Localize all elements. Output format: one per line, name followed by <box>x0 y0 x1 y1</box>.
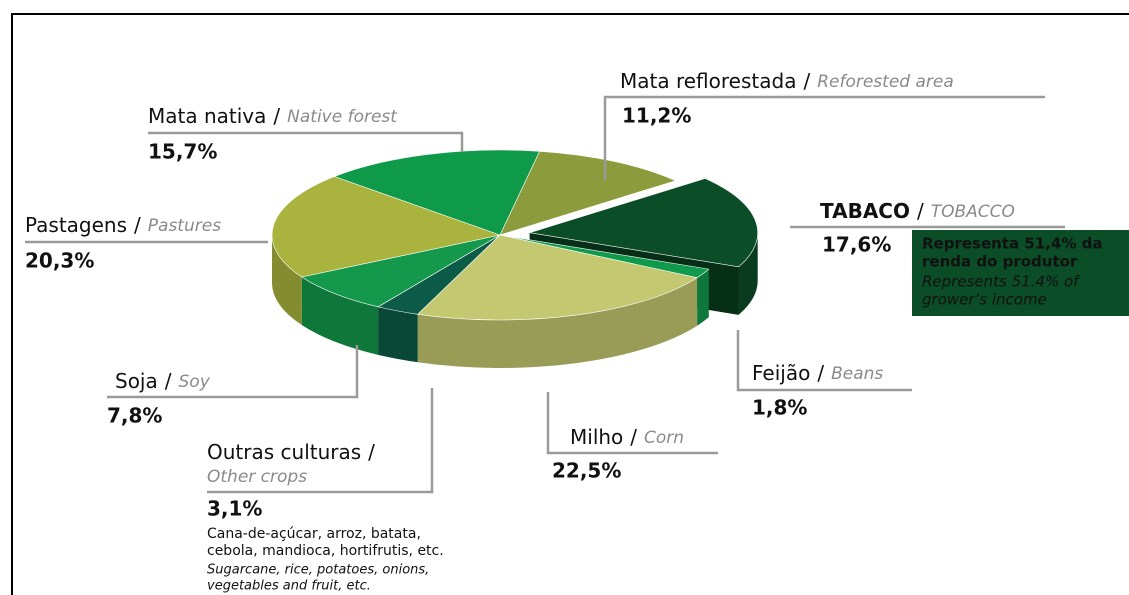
category-translation: Reforested area <box>817 72 954 92</box>
leader-line <box>603 95 1045 180</box>
category-translation: Corn <box>644 428 684 448</box>
category-label: Outras culturas / Other crops <box>207 440 375 488</box>
slice <box>499 150 677 236</box>
value-label: 20,3% <box>25 249 94 273</box>
leader-line <box>148 131 464 152</box>
slice-side <box>697 269 709 326</box>
other-crops-note-en: vegetables and fruit, etc. <box>207 579 371 594</box>
slice-side <box>738 232 758 315</box>
category-name: Mata nativa <box>148 104 266 128</box>
value-label: 22,5% <box>552 459 621 483</box>
separator: / <box>368 440 375 464</box>
category-label: Feijão / Beans <box>752 361 883 385</box>
category-name: Soja <box>115 369 158 393</box>
category-label: TABACO / TOBACCO <box>820 199 1015 223</box>
category-name: Milho <box>570 425 623 449</box>
category-translation: Pastures <box>148 216 221 236</box>
separator: / <box>817 361 824 385</box>
tobacco-note-en: grower’s income <box>922 291 1047 309</box>
separator: / <box>630 425 637 449</box>
category-name: TABACO <box>820 199 910 223</box>
category-label: Pastagens / Pastures <box>25 213 221 237</box>
category-label: Mata nativa / Native forest <box>148 104 398 128</box>
labels: Mata reflorestada / Reforested area 11,2% TA… <box>25 69 1129 594</box>
slice <box>333 149 541 236</box>
leader-line <box>107 345 359 399</box>
slice <box>529 178 759 268</box>
category-name: Feijão <box>752 361 810 385</box>
separator: / <box>165 369 172 393</box>
value-label: 15,7% <box>148 140 217 164</box>
category-label: Mata reflorestada / Reforested area <box>620 69 954 93</box>
leader-line <box>546 392 718 455</box>
category-name: Outras culturas <box>207 440 361 464</box>
category-translation: Beans <box>831 364 883 384</box>
category-name: Mata reflorestada <box>620 69 796 93</box>
value-label: 1,8% <box>752 396 807 420</box>
slice-side <box>378 306 418 363</box>
slice-side <box>301 276 379 355</box>
value-label: 11,2% <box>622 104 691 128</box>
leader-line <box>207 388 434 494</box>
other-crops-note-pt: cebola, mandioca, hortifrutis, etc. <box>207 543 444 559</box>
category-translation: Native forest <box>287 107 398 127</box>
value-label: 3,1% <box>207 497 262 521</box>
other-crops-note-en: Sugarcane, rice, potatoes, onions, <box>207 563 429 578</box>
tobacco-note-en: Represents 51.4% of <box>922 273 1081 291</box>
separator: / <box>803 69 810 93</box>
category-label: Milho / Corn <box>570 425 684 449</box>
tobacco-note-box <box>912 230 1129 316</box>
tobacco-note-pt: renda do produtor <box>922 253 1078 271</box>
category-translation: Other crops <box>207 467 307 487</box>
slice-side <box>272 235 302 325</box>
category-label: Soja / Soy <box>115 369 211 393</box>
category-name: Pastagens <box>25 213 127 237</box>
slice <box>271 176 502 278</box>
leader-line <box>736 330 912 392</box>
frame <box>11 13 1129 595</box>
slice <box>417 234 698 321</box>
slice <box>300 234 501 308</box>
separator: / <box>917 199 924 223</box>
slice-side <box>417 277 698 368</box>
value-label: 17,6% <box>822 233 891 257</box>
tobacco-note-pt: Representa 51,4% da <box>922 235 1102 253</box>
category-translation: Soy <box>179 372 211 392</box>
other-crops-note-pt: Cana-de-açúcar, arroz, batata, <box>207 526 421 542</box>
category-translation: TOBACCO <box>931 202 1015 222</box>
value-label: 7,8% <box>107 404 162 428</box>
pie-tops <box>271 149 759 321</box>
separator: / <box>134 213 141 237</box>
separator: / <box>273 104 280 128</box>
